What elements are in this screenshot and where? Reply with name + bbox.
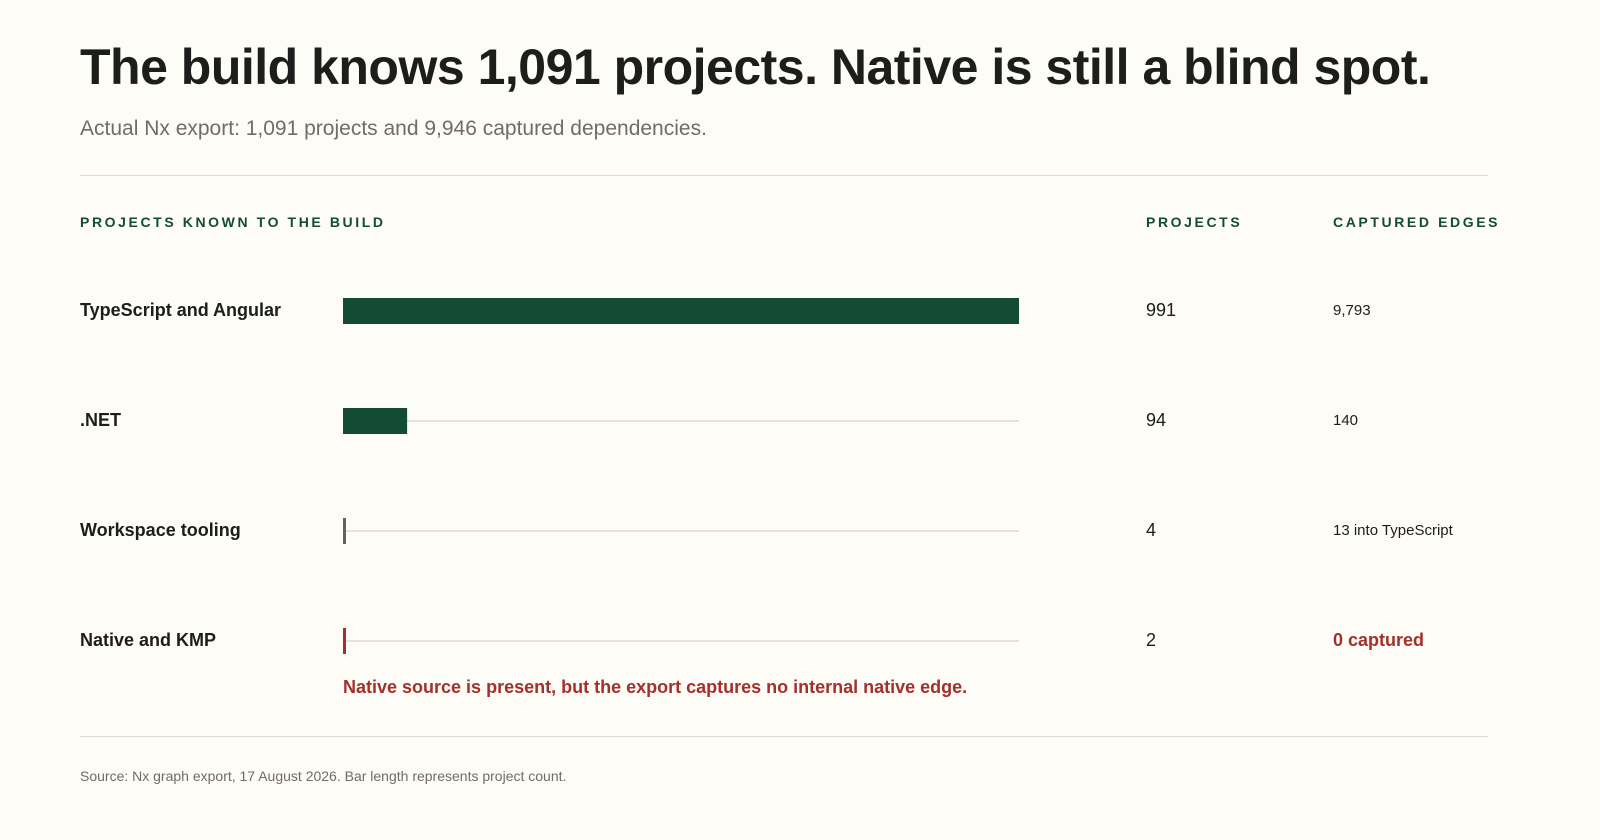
projects-value-typescript-and-angular: 991: [1146, 300, 1177, 320]
bar-workspace-tooling: [343, 518, 346, 544]
edges-value-typescript-and-angular: 9,793: [1333, 302, 1371, 319]
bar-native-and-kmp: [343, 628, 346, 654]
bar-typescript-and-angular: [343, 298, 1019, 324]
row-label-net: .NET: [80, 410, 122, 430]
projects-value-native-and-kmp: 2: [1146, 630, 1157, 650]
edges-value-workspace-tooling: 13 into TypeScript: [1333, 522, 1453, 539]
projects-column-header: PROJECTS: [1146, 214, 1243, 230]
edges-column-header: CAPTURED EDGES: [1333, 214, 1501, 230]
bar-net: [343, 408, 408, 434]
projects-value-workspace-tooling: 4: [1146, 520, 1157, 540]
bottom-divider: [80, 736, 1488, 737]
source-note: Source: Nx graph export, 17 August 2026.…: [80, 768, 567, 784]
row-label-workspace-tooling: Workspace tooling: [80, 520, 241, 540]
row-label-typescript-and-angular: TypeScript and Angular: [80, 300, 282, 320]
native-annotation: Native source is present, but the export…: [343, 677, 968, 697]
edges-value-native-and-kmp: 0 captured: [1333, 630, 1425, 650]
edges-value-net: 140: [1333, 412, 1359, 429]
top-divider: [80, 175, 1488, 176]
projects-value-net: 94: [1146, 410, 1167, 430]
category-column-header: PROJECTS KNOWN TO THE BUILD: [80, 214, 386, 230]
chart-title: The build knows 1,091 projects. Native i…: [80, 39, 1431, 95]
chart-subtitle: Actual Nx export: 1,091 projects and 9,9…: [80, 117, 707, 140]
row-label-native-and-kmp: Native and KMP: [80, 630, 217, 650]
